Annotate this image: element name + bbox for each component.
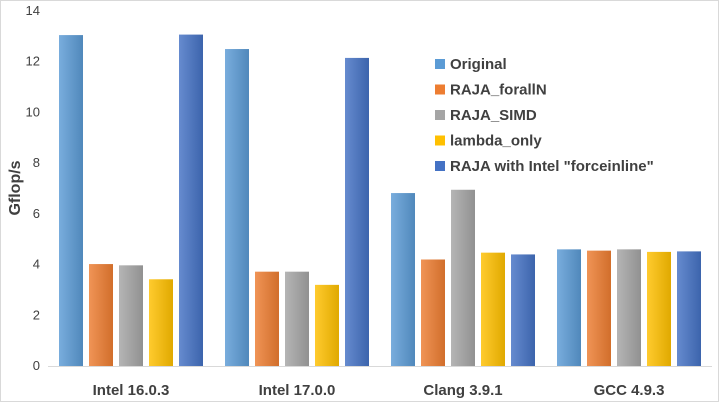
x-category-label: Intel 16.0.3	[93, 382, 170, 399]
y-axis-label: Gflop/s	[7, 160, 24, 215]
bar-raja-foralln	[255, 271, 279, 366]
bar-raja-foralln	[587, 250, 611, 366]
legend-swatch	[435, 59, 445, 69]
legend-swatch	[435, 161, 445, 171]
legend-swatch	[435, 110, 445, 120]
bar-original	[59, 35, 83, 366]
y-tick-label: 0	[33, 358, 40, 373]
legend-label: RAJA_forallN	[450, 82, 547, 99]
bar-raja-with-intel-forceinline	[511, 254, 535, 366]
y-tick-label: 6	[33, 206, 40, 221]
x-category-label: Clang 3.9.1	[423, 382, 502, 399]
legend-label: RAJA_SIMD	[450, 107, 537, 124]
y-tick-label: 12	[26, 54, 40, 69]
bar-raja-with-intel-forceinline	[345, 57, 369, 367]
legend-label: lambda_only	[450, 133, 542, 150]
bar-raja-simd	[451, 189, 475, 366]
x-category-label: Intel 17.0.0	[259, 382, 336, 399]
bar-raja-foralln	[89, 264, 113, 366]
legend-label: RAJA with Intel "forceinline"	[450, 158, 654, 175]
bar-raja-with-intel-forceinline	[677, 251, 701, 366]
y-tick-label: 10	[26, 104, 40, 119]
y-axis: 0 2 4 6 8 10 12 14	[26, 3, 40, 373]
bars	[59, 34, 701, 367]
bar-raja-simd	[285, 271, 309, 366]
y-tick-label: 4	[33, 257, 40, 272]
legend: Original RAJA_forallN RAJA_SIMD lambda_only…	[435, 56, 654, 175]
y-tick-label: 2	[33, 307, 40, 322]
bar-raja-with-intel-forceinline	[179, 34, 203, 366]
x-axis: Intel 16.0.3 Intel 17.0.0 Clang 3.9.1 GCC 4…	[48, 366, 712, 399]
bar-lambda-only	[315, 284, 339, 366]
bar-lambda-only	[647, 251, 671, 366]
legend-swatch	[435, 135, 445, 146]
x-category-label: GCC 4.9.3	[594, 382, 665, 399]
bar-original	[225, 49, 249, 367]
bar-raja-simd	[119, 265, 143, 366]
legend-swatch	[435, 84, 445, 95]
bar-lambda-only	[481, 252, 505, 366]
y-tick-label: 14	[26, 3, 40, 18]
y-tick-label: 8	[33, 155, 40, 170]
bar-original	[557, 249, 581, 366]
bar-raja-foralln	[421, 259, 445, 366]
legend-label: Original	[450, 56, 507, 73]
bar-lambda-only	[149, 279, 173, 366]
bar-raja-simd	[617, 249, 641, 366]
bar-original	[391, 193, 415, 366]
